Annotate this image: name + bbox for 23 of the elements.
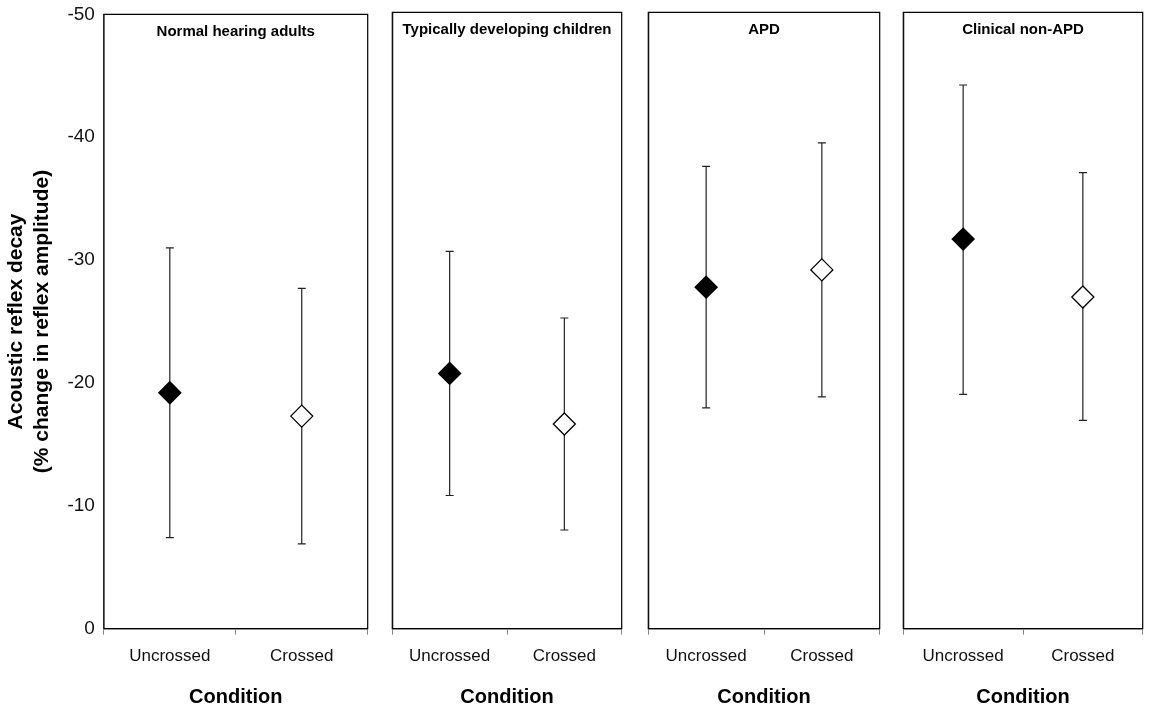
x-axis-title: Condition bbox=[976, 684, 1070, 707]
x-tick-label: Crossed bbox=[790, 646, 854, 666]
x-tick-label: Crossed bbox=[532, 646, 597, 666]
y-tick-label: -20 bbox=[67, 371, 95, 393]
text: APD bbox=[748, 19, 780, 37]
text: Clinical non-APD bbox=[962, 19, 1084, 37]
x-tick-label: Uncrossed bbox=[665, 646, 747, 666]
x-tick-label: Uncrossed bbox=[922, 646, 1004, 666]
y-tick-label: -10 bbox=[67, 493, 95, 515]
text: Normal hearing adults bbox=[156, 22, 315, 40]
y-axis-title: Acoustic reflex decay (% change in reflex amplitude) bbox=[3, 169, 52, 474]
text: Typically developing children bbox=[402, 19, 612, 37]
y-tick-label: 0 bbox=[84, 616, 95, 638]
x-axis-title: Condition bbox=[717, 684, 811, 707]
x-tick-label: Crossed bbox=[1051, 646, 1115, 666]
x-axis-title: Condition bbox=[460, 684, 554, 707]
y-tick-label: -50 bbox=[67, 2, 95, 24]
x-tick-label: Uncrossed bbox=[409, 646, 491, 666]
y-tick-label: -40 bbox=[67, 125, 95, 147]
x-tick-label: Crossed bbox=[270, 646, 334, 666]
x-tick-label: Uncrossed bbox=[129, 646, 211, 666]
y-tick-label: -30 bbox=[67, 248, 95, 270]
x-axis-title: Condition bbox=[189, 684, 283, 707]
